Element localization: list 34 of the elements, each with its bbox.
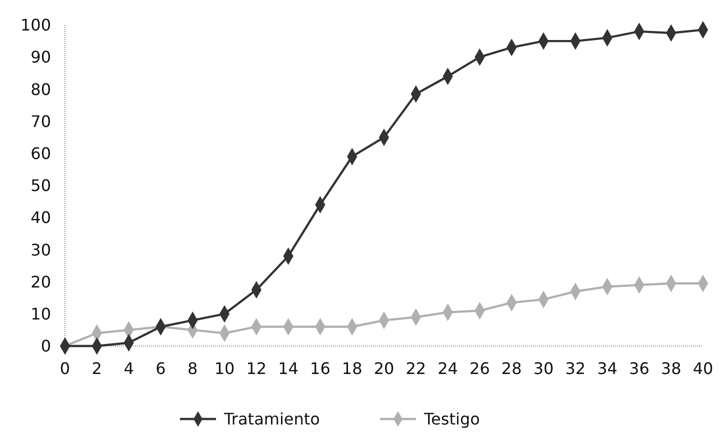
x-tick-label: 40 [692,359,714,378]
y-tick-label: 100 [20,16,51,35]
x-tick-label: 10 [214,359,235,378]
y-tick-label: 10 [30,304,51,324]
x-tick-label: 20 [374,359,394,378]
x-tick-label: 14 [278,359,298,378]
y-tick-label: 50 [30,176,51,196]
x-tick-label: 28 [501,359,522,378]
x-tick-label: 2 [92,359,102,378]
x-tick-label: 12 [246,359,267,378]
x-tick-label: 34 [597,359,618,378]
y-tick-label: 40 [30,208,51,228]
y-tick-label: 0 [40,336,51,356]
y-tick-label: 20 [30,272,51,292]
x-tick-label: 38 [660,359,682,378]
x-tick-label: 22 [406,359,426,378]
x-tick-label: 18 [342,359,362,378]
y-tick-label: 80 [30,80,51,99]
x-tick-label: 6 [156,359,166,378]
x-tick-label: 16 [310,359,330,378]
x-tick-label: 36 [629,359,650,378]
x-tick-label: 4 [124,359,134,378]
legend-label: Tratamiento [223,410,320,429]
y-tick-label: 30 [30,240,51,260]
x-tick-label: 30 [533,359,554,378]
y-tick-label: 90 [30,48,51,67]
legend-label: Testigo [423,410,480,429]
x-tick-label: 26 [470,359,490,378]
y-tick-label: 60 [30,144,51,163]
x-tick-label: 32 [565,359,586,378]
x-tick-label: 0 [60,359,70,378]
x-tick-label: 8 [188,359,198,378]
x-tick-label: 24 [438,359,458,378]
y-tick-label: 70 [30,112,51,131]
